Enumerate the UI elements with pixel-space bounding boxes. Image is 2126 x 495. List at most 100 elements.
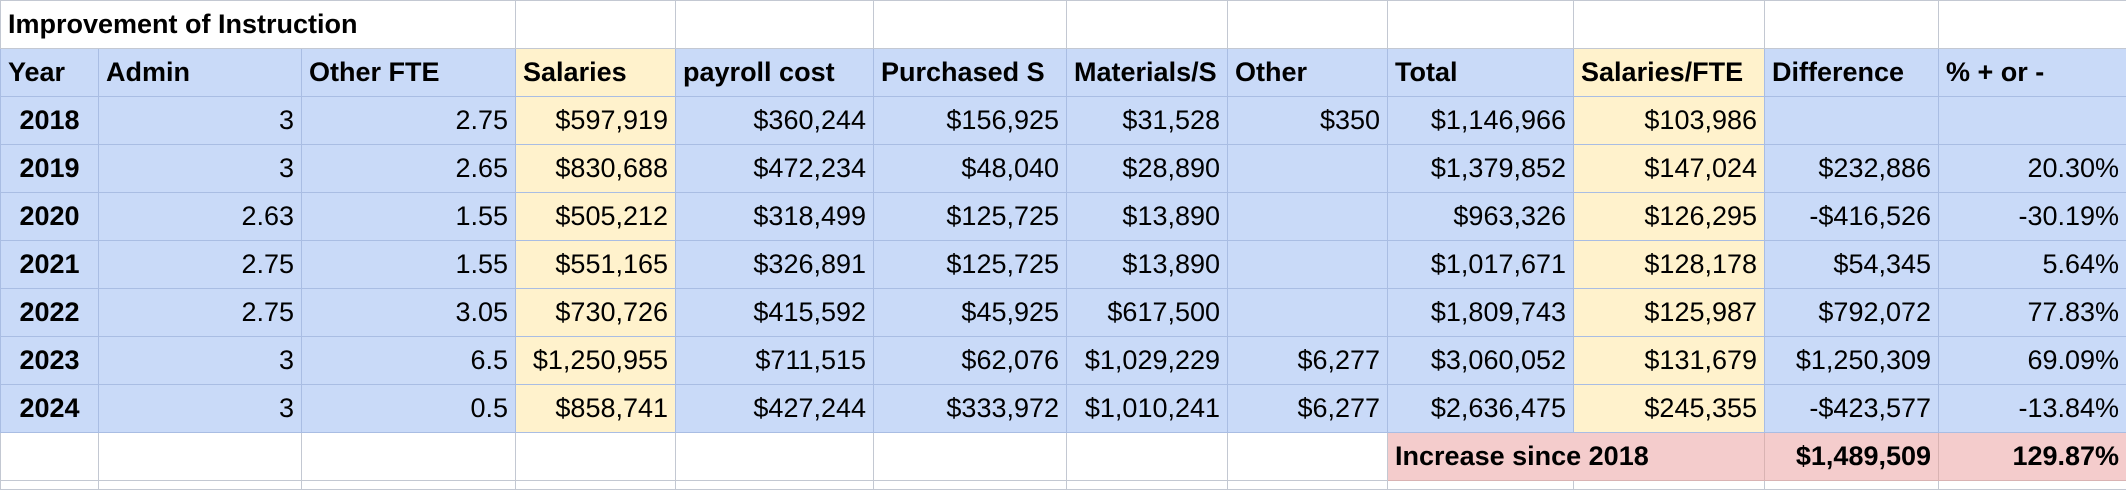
data-row: 2022 2.75 3.05 $730,726 $415,592 $45,925 $617,… xyxy=(0,288,2126,337)
summary-percent: 129.87% xyxy=(1938,432,2126,481)
data-cell: 2.75 xyxy=(300,96,517,145)
data-cell: $333,972 xyxy=(873,384,1068,433)
empty-cell xyxy=(1938,480,2126,490)
data-cell: $1,017,671 xyxy=(1387,240,1575,289)
data-cell: $62,076 xyxy=(873,336,1068,385)
header-cell: Total xyxy=(1387,48,1575,97)
data-cell: 2.63 xyxy=(98,192,302,241)
data-cell: $318,499 xyxy=(675,192,875,241)
data-cell: $13,890 xyxy=(1066,240,1229,289)
data-cell: 3 xyxy=(98,384,302,433)
data-cell: $232,886 xyxy=(1764,144,1940,193)
data-cell: $156,925 xyxy=(873,96,1068,145)
data-cell xyxy=(1227,192,1389,241)
data-cell: $551,165 xyxy=(515,240,677,289)
data-cell xyxy=(1227,240,1389,289)
data-cell: $31,528 xyxy=(1066,96,1229,145)
header-row: Year Admin Other FTE Salaries payroll cost Pu… xyxy=(0,48,2126,97)
data-cell: $858,741 xyxy=(515,384,677,433)
summary-row: Increase since 2018 $1,489,509 129.87% xyxy=(0,432,2126,481)
data-cell: $6,277 xyxy=(1227,336,1389,385)
empty-cell xyxy=(515,432,677,481)
data-cell: 6.5 xyxy=(300,336,517,385)
data-cell: $1,809,743 xyxy=(1387,288,1575,337)
data-cell: 3.05 xyxy=(300,288,517,337)
empty-cell xyxy=(0,480,99,490)
data-row: 2023 3 6.5 $1,250,955 $711,515 $62,076 $1,029,… xyxy=(0,336,2126,385)
empty-cell xyxy=(1227,480,1389,490)
empty-cell xyxy=(98,432,302,481)
header-cell: % + or - xyxy=(1938,48,2126,97)
empty-cell xyxy=(873,432,1068,481)
empty-cell xyxy=(1764,0,1940,49)
header-cell: Salaries xyxy=(515,48,677,97)
empty-cell xyxy=(1066,0,1229,49)
data-cell: $415,592 xyxy=(675,288,875,337)
header-cell: Salaries/FTE xyxy=(1573,48,1766,97)
data-cell: $131,679 xyxy=(1573,336,1766,385)
data-cell: $730,726 xyxy=(515,288,677,337)
data-cell: $126,295 xyxy=(1573,192,1766,241)
data-cell: $125,725 xyxy=(873,192,1068,241)
empty-cell xyxy=(675,0,875,49)
data-cell: 2023 xyxy=(0,336,99,385)
data-cell: 69.09% xyxy=(1938,336,2126,385)
data-cell: 2020 xyxy=(0,192,99,241)
data-cell: $13,890 xyxy=(1066,192,1229,241)
data-cell xyxy=(1227,288,1389,337)
data-cell: $1,250,955 xyxy=(515,336,677,385)
data-cell: $6,277 xyxy=(1227,384,1389,433)
data-cell xyxy=(1764,96,1940,145)
empty-row xyxy=(0,480,2126,490)
header-cell: Other xyxy=(1227,48,1389,97)
data-cell: $1,250,309 xyxy=(1764,336,1940,385)
data-cell: 1.55 xyxy=(300,192,517,241)
data-cell: 3 xyxy=(98,144,302,193)
data-cell xyxy=(1938,96,2126,145)
data-cell: 0.5 xyxy=(300,384,517,433)
data-cell: 3 xyxy=(98,336,302,385)
data-cell: $28,890 xyxy=(1066,144,1229,193)
header-cell: Other FTE xyxy=(300,48,517,97)
header-cell: Purchased S xyxy=(873,48,1068,97)
data-cell: $125,987 xyxy=(1573,288,1766,337)
data-cell: -13.84% xyxy=(1938,384,2126,433)
empty-cell xyxy=(1573,480,1766,490)
data-cell: $45,925 xyxy=(873,288,1068,337)
data-cell: $1,379,852 xyxy=(1387,144,1575,193)
data-cell: $472,234 xyxy=(675,144,875,193)
summary-label: Increase since 2018 xyxy=(1387,432,1766,481)
data-cell: $125,725 xyxy=(873,240,1068,289)
empty-cell xyxy=(1066,480,1229,490)
empty-cell xyxy=(1227,432,1389,481)
data-cell: 5.64% xyxy=(1938,240,2126,289)
title-row: Improvement of Instruction xyxy=(0,0,2126,49)
data-row: 2019 3 2.65 $830,688 $472,234 $48,040 $28,890 $… xyxy=(0,144,2126,193)
empty-cell xyxy=(873,0,1068,49)
data-cell: 3 xyxy=(98,96,302,145)
summary-difference: $1,489,509 xyxy=(1764,432,1940,481)
data-cell: $505,212 xyxy=(515,192,677,241)
header-cell: Materials/S xyxy=(1066,48,1229,97)
empty-cell xyxy=(1573,0,1766,49)
data-cell: 2.75 xyxy=(98,240,302,289)
header-cell: Admin xyxy=(98,48,302,97)
empty-cell xyxy=(515,0,677,49)
data-cell: -$423,577 xyxy=(1764,384,1940,433)
empty-cell xyxy=(515,480,677,490)
data-cell: 2.75 xyxy=(98,288,302,337)
sheet-title: Improvement of Instruction xyxy=(0,0,517,49)
data-cell: $245,355 xyxy=(1573,384,1766,433)
data-cell: $147,024 xyxy=(1573,144,1766,193)
empty-cell xyxy=(1387,480,1575,490)
empty-cell xyxy=(1764,480,1940,490)
data-cell: $3,060,052 xyxy=(1387,336,1575,385)
data-cell: $597,919 xyxy=(515,96,677,145)
data-cell: 2024 xyxy=(0,384,99,433)
empty-cell xyxy=(1066,432,1229,481)
data-cell: 1.55 xyxy=(300,240,517,289)
data-row: 2020 2.63 1.55 $505,212 $318,499 $125,725 $13,… xyxy=(0,192,2126,241)
